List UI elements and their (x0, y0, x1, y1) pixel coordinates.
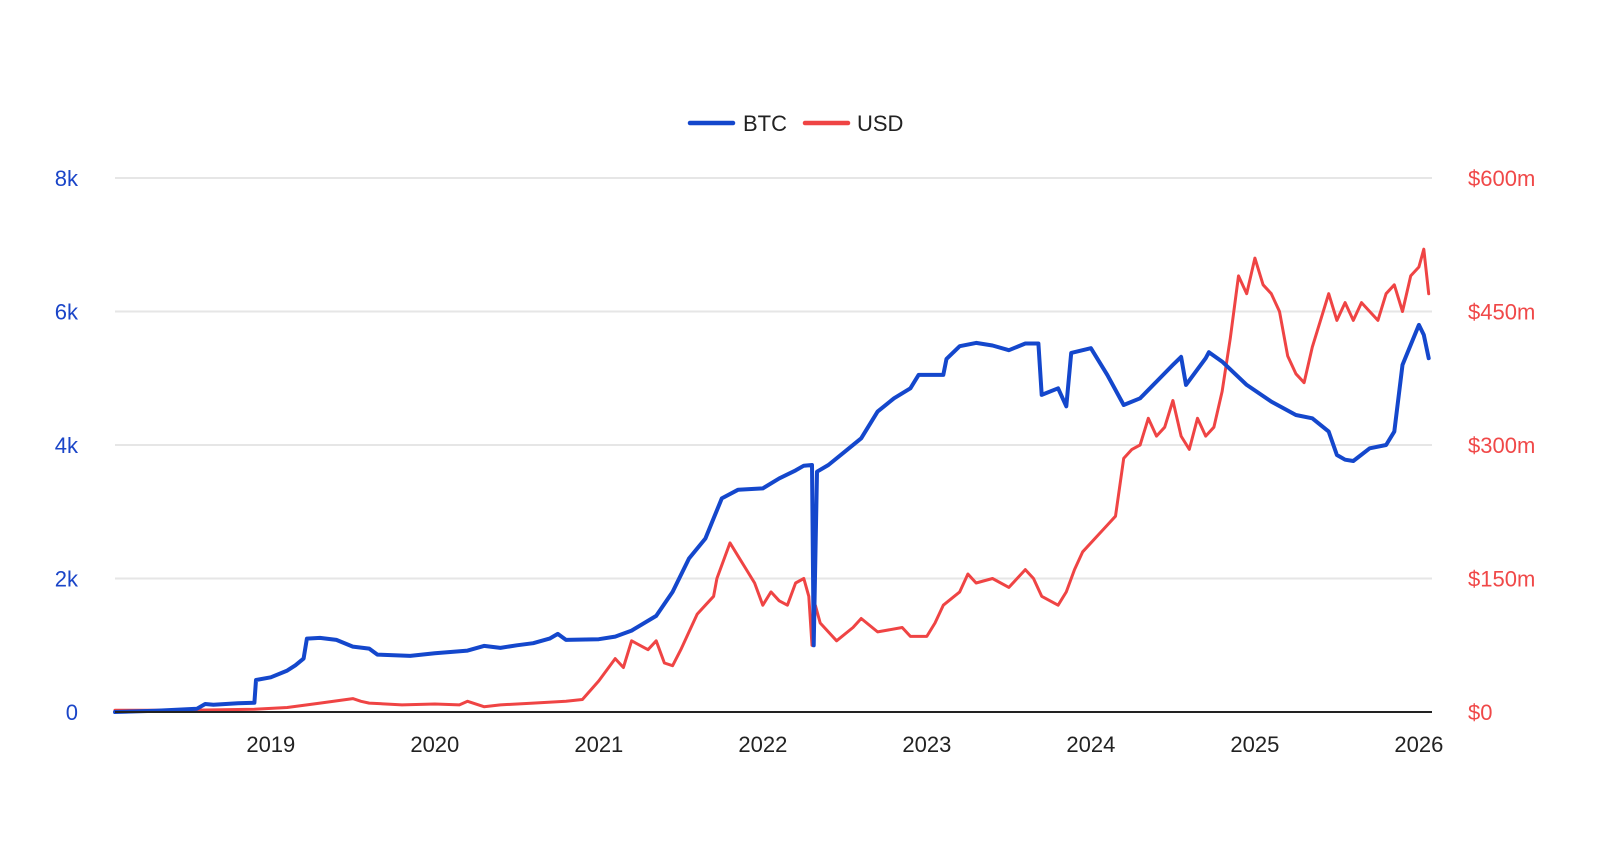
right-tick-label: $150m (1468, 567, 1535, 592)
series-line-btc (113, 322, 1431, 714)
x-tick-label: 2026 (1394, 732, 1443, 757)
x-tick-label: 2025 (1230, 732, 1279, 757)
left-axis: 0 2k 4k 6k 8k (55, 166, 79, 725)
left-tick-label: 8k (55, 166, 79, 191)
gridlines (115, 177, 1432, 580)
legend-usd-label: USD (857, 111, 903, 136)
legend: BTC USD (687, 111, 903, 136)
left-tick-label: 0 (66, 700, 78, 725)
x-tick-label: 2024 (1066, 732, 1115, 757)
x-tick-label: 2019 (246, 732, 295, 757)
right-tick-label: $600m (1468, 166, 1535, 191)
x-tick-label: 2021 (574, 732, 623, 757)
x-axis: 2019 2020 2021 2022 2023 2024 2025 2026 (246, 732, 1443, 757)
right-axis: $0 $150m $300m $450m $600m (1468, 166, 1535, 725)
legend-btc-label: BTC (743, 111, 787, 136)
right-tick-label: $450m (1468, 300, 1535, 325)
x-tick-label: 2023 (902, 732, 951, 757)
left-tick-label: 4k (55, 433, 79, 458)
left-tick-label: 6k (55, 300, 79, 325)
right-tick-label: $300m (1468, 433, 1535, 458)
x-tick-label: 2022 (738, 732, 787, 757)
left-tick-label: 2k (55, 567, 79, 592)
right-tick-label: $0 (1468, 700, 1492, 725)
x-tick-label: 2020 (410, 732, 459, 757)
series-line-usd (113, 247, 1431, 712)
series (113, 247, 1431, 714)
